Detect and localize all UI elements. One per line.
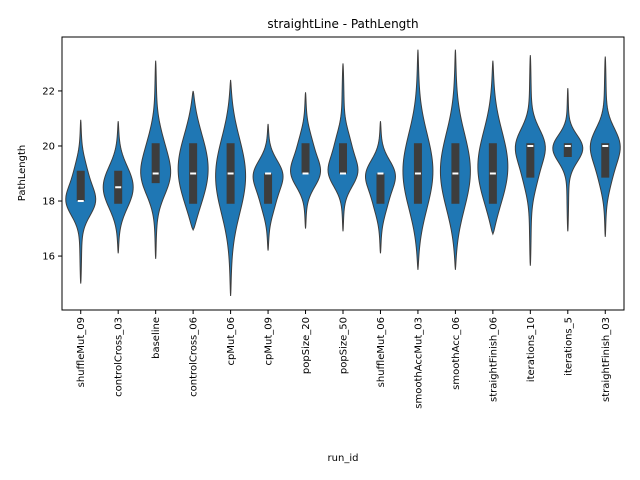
box (76, 170, 85, 202)
box (376, 173, 385, 204)
x-tick-label: shuffleMut_06 (376, 317, 387, 387)
plot-frame (61, 36, 625, 311)
x-tick-label: straightFinish_06 (488, 317, 499, 402)
median (190, 172, 197, 175)
median (302, 172, 309, 175)
box (151, 143, 160, 184)
median (115, 186, 122, 189)
median (377, 172, 384, 175)
y-tick-label: 22 (42, 86, 55, 97)
box (526, 143, 535, 178)
box (301, 143, 310, 174)
median (452, 172, 459, 175)
x-axis-label: run_id (328, 453, 359, 464)
x-tick-label: smoothAcc_06 (451, 317, 462, 390)
x-tick-label: controlCross_03 (114, 317, 125, 397)
median (227, 172, 234, 175)
x-tick-label: controlCross_06 (189, 317, 200, 397)
x-tick-label: popSize_20 (301, 317, 312, 374)
x-tick-label: smoothAccMut_03 (413, 317, 424, 409)
x-tick-label: cpMut_09 (264, 317, 275, 365)
y-axis-label: PathLength (17, 145, 28, 201)
median (564, 144, 571, 147)
x-tick-label: popSize_50 (339, 317, 350, 374)
chart-title: straightLine - PathLength (267, 17, 418, 31)
median (602, 144, 609, 147)
median (77, 200, 84, 203)
x-tick-label: iterations_5 (563, 317, 574, 376)
x-tick-label: shuffleMut_09 (76, 317, 87, 387)
violin-body (552, 88, 584, 232)
box (264, 173, 273, 204)
median (489, 172, 496, 175)
x-tick-label: straightFinish_03 (601, 317, 612, 402)
median (527, 144, 534, 147)
box (339, 143, 347, 174)
x-tick-label: iterations_10 (526, 317, 537, 382)
median (340, 172, 346, 175)
y-tick-label: 18 (42, 197, 55, 208)
median (265, 172, 272, 175)
y-tick-label: 16 (42, 252, 55, 263)
box (563, 143, 572, 157)
median (414, 172, 421, 175)
y-tick-label: 20 (42, 141, 55, 152)
x-tick-label: cpMut_06 (226, 317, 237, 365)
x-tick-label: baseline (151, 317, 162, 359)
box (601, 143, 610, 178)
median (152, 172, 159, 175)
